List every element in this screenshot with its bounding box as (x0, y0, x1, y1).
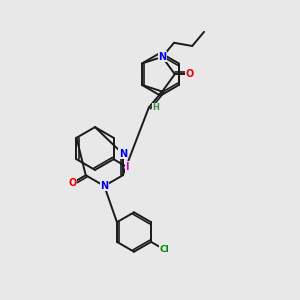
Text: N: N (158, 52, 166, 62)
Text: I: I (125, 162, 129, 172)
Text: O: O (185, 69, 194, 79)
Text: N: N (100, 181, 108, 191)
Text: O: O (68, 178, 76, 188)
Text: H: H (152, 103, 159, 112)
Text: Cl: Cl (159, 245, 169, 254)
Text: N: N (119, 149, 127, 159)
